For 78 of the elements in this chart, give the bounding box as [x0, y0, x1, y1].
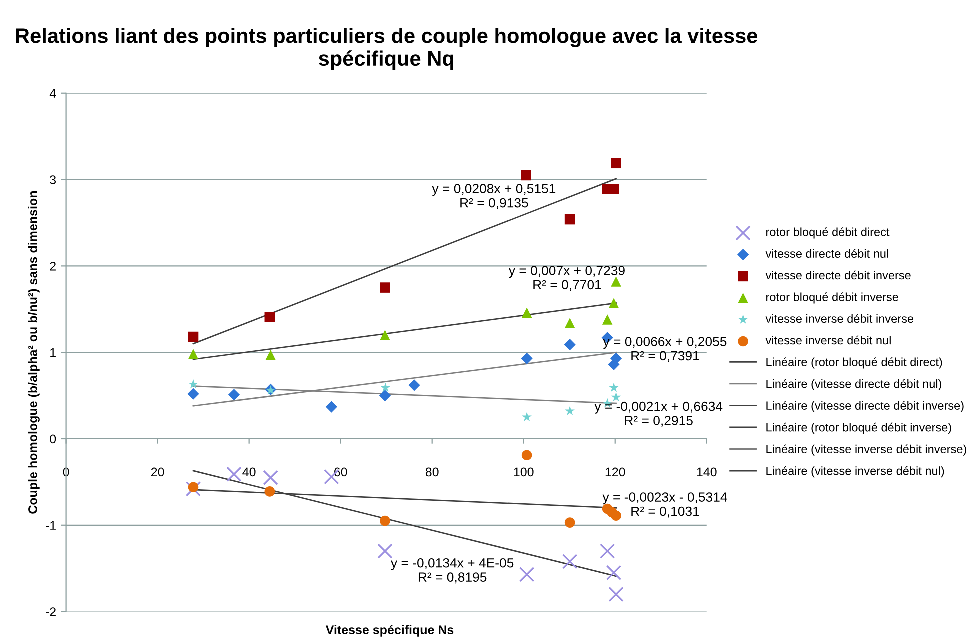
point: [519, 567, 535, 582]
y-tick-label: -1: [46, 521, 56, 530]
y-tick-label: 4: [50, 89, 56, 98]
point: [263, 470, 278, 486]
point: [564, 339, 576, 351]
annotation: y = -0,0021x + 0,6634 R² = 0,2915: [594, 402, 723, 428]
point: [522, 450, 532, 461]
y-tick-label: -2: [46, 608, 56, 616]
point: [264, 312, 276, 322]
point: [226, 466, 242, 482]
point: [188, 332, 199, 342]
y-tick-label: 1: [50, 348, 56, 358]
x-tick-label: 100: [514, 468, 534, 477]
point: [611, 276, 622, 287]
x-axis-title: Vitesse spécifique Ns: [326, 625, 454, 637]
legend-label: vitesse directe débit inverse: [766, 270, 911, 280]
annotation: y = 0,0066x + 0,2055 R² = 0,7391: [603, 337, 727, 362]
chart-title: Relations liant des points particuliers de couple homologue avec la vitesse spécifique Nq: [16, 28, 758, 70]
point: [565, 406, 575, 416]
point: [380, 330, 390, 340]
point: [188, 379, 198, 389]
point: [564, 214, 576, 225]
annotation: y = -0,0134x + 4E-05 R² = 0,8195: [390, 558, 514, 584]
point: [522, 412, 532, 422]
legend-label: Linéaire (rotor bloqué débit direct): [766, 358, 942, 369]
legend-label: vitesse inverse débit inverse: [766, 314, 914, 324]
point: [521, 352, 533, 364]
x-tick-label: 140: [697, 468, 717, 477]
point: [600, 544, 616, 559]
point: [611, 510, 622, 522]
legend-label: Linéaire (vitesse directe débit inverse): [766, 401, 964, 412]
legend-label: vitesse directe débit nul: [766, 249, 888, 258]
point: [188, 482, 199, 493]
y-tick-label: 0: [50, 434, 56, 444]
legend-label: Linéaire (rotor bloqué débit inverse): [766, 422, 952, 434]
legend-label: rotor bloqué débit direct: [766, 228, 890, 239]
point: [380, 282, 390, 293]
x-tick-label: 0: [63, 468, 70, 477]
x-tick-label: 20: [151, 468, 164, 477]
point: [611, 392, 622, 402]
point: [408, 380, 420, 392]
point: [608, 298, 620, 308]
legend-label: Linéaire (vitesse inverse débit nul): [766, 466, 944, 478]
point: [380, 516, 390, 526]
point: [609, 382, 619, 392]
point: [608, 586, 624, 602]
point: [188, 349, 199, 360]
point: [520, 170, 532, 181]
x-tick-label: 80: [426, 468, 439, 477]
point: [564, 318, 576, 328]
y-tick-label: 2: [50, 262, 56, 271]
legend-label: Linéaire (vitesse inverse débit inverse): [766, 444, 966, 456]
point: [264, 486, 276, 497]
point: [608, 184, 620, 194]
point: [606, 565, 622, 581]
point: [378, 544, 393, 559]
y-tick-label: 3: [50, 176, 56, 184]
point: [610, 352, 622, 364]
point: [326, 401, 338, 413]
point: [611, 158, 622, 169]
point: [379, 390, 392, 402]
point: [266, 350, 276, 360]
point: [228, 389, 240, 401]
point: [564, 518, 576, 528]
x-tick-label: 120: [606, 468, 626, 477]
point: [562, 554, 578, 570]
y-axis-title: Couple homologue (b/alpha² ou b/nu²) sans dimension: [28, 192, 40, 514]
point: [380, 382, 391, 392]
point: [188, 388, 200, 400]
annotation: y = 0,007x + 0,7239 R² = 0,7701: [508, 266, 625, 292]
annotation: y = 0,0208x + 0,5151 R² = 0,9135: [432, 184, 556, 210]
legend-label: vitesse inverse débit nul: [766, 336, 891, 345]
point: [522, 308, 532, 318]
point: [602, 314, 613, 325]
legend-label: rotor bloqué débit inverse: [766, 292, 898, 304]
legend-label: Linéaire (vitesse directe débit nul): [766, 379, 942, 391]
annotation: y = -0,0023x - 0,5314 R² = 0,1031: [602, 492, 728, 518]
x-tick-label: 40: [242, 468, 256, 477]
